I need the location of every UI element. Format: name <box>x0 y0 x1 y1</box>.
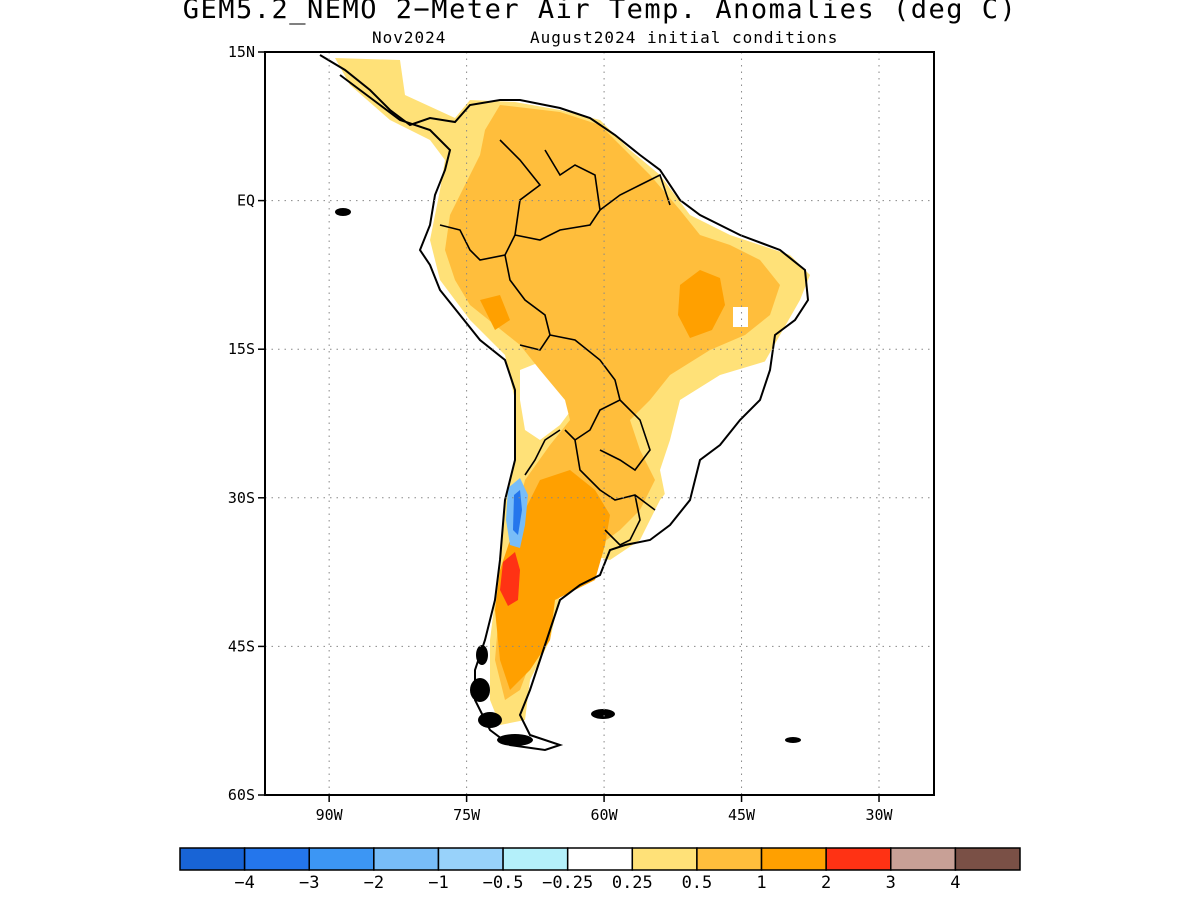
initial-conditions-label: August2024 initial conditions <box>530 28 839 47</box>
map-frame <box>264 51 935 796</box>
colorbar-label: −3 <box>299 873 319 893</box>
lon-tick-label: 60W <box>591 806 619 824</box>
anomaly-region-colder <box>513 490 522 535</box>
colorbar-label: −1 <box>428 873 448 893</box>
colorbar-swatch <box>373 847 440 871</box>
anomaly-region-hot <box>500 552 520 606</box>
colorbar-swatch <box>308 847 375 871</box>
lat-tick-label: 15S <box>228 340 255 358</box>
lon-tick-label: 75W <box>453 806 481 824</box>
lon-tick-label: 30W <box>865 806 893 824</box>
lat-tick-label: EQ <box>237 192 255 210</box>
forecast-month: Nov2024 <box>372 28 447 47</box>
colorbar-swatch <box>890 847 957 871</box>
country-borders <box>439 139 671 546</box>
colorbar-swatch <box>502 847 569 871</box>
falkland-islands <box>591 709 615 719</box>
colorbar-label: −2 <box>364 873 384 893</box>
colorbar-label: −0.25 <box>542 873 593 893</box>
anomaly-region-warm-peru <box>480 295 510 330</box>
anomaly-neutral-brazil <box>660 360 770 520</box>
colorbar-label: 0.5 <box>682 873 713 893</box>
galapagos-islands <box>335 208 351 216</box>
lat-tick-label: 45S <box>228 637 255 655</box>
colorbar-label: 0.25 <box>612 873 653 893</box>
map-title: GEM5.2_NEMO 2−Meter Air Temp. Anomalies … <box>182 0 1018 25</box>
lat-tick-label: 60S <box>228 786 255 804</box>
colorbar-label: −4 <box>234 873 254 893</box>
colorbar-swatch <box>696 847 763 871</box>
colorbar-label: −0.5 <box>483 873 524 893</box>
colorbar-swatch <box>825 847 892 871</box>
lon-tick-label: 90W <box>316 806 344 824</box>
continent-coastline <box>319 54 810 752</box>
colorbar-swatch <box>243 847 310 871</box>
lon-tick-label: 45W <box>728 806 756 824</box>
colorbar-swatch <box>631 847 698 871</box>
anomaly-neutral-patch <box>733 307 748 327</box>
colorbar-label: 1 <box>756 873 766 893</box>
colorbar-swatch <box>566 847 634 871</box>
colorbar-label: 4 <box>950 873 960 893</box>
colorbar-swatch <box>437 847 504 871</box>
colorbar-swatch <box>954 847 1021 871</box>
anomaly-neutral-andes <box>520 360 575 440</box>
colorbar-label: 2 <box>821 873 831 893</box>
lat-tick-label: 15N <box>228 43 255 61</box>
colorbar-swatch <box>179 847 246 871</box>
anomaly-region-warm-brazil <box>678 270 725 338</box>
south-georgia <box>785 737 801 743</box>
colorbar-swatch <box>760 847 827 871</box>
colorbar-label: 3 <box>886 873 896 893</box>
fuegian-archipelago <box>470 645 533 746</box>
lat-tick-label: 30S <box>228 489 255 507</box>
